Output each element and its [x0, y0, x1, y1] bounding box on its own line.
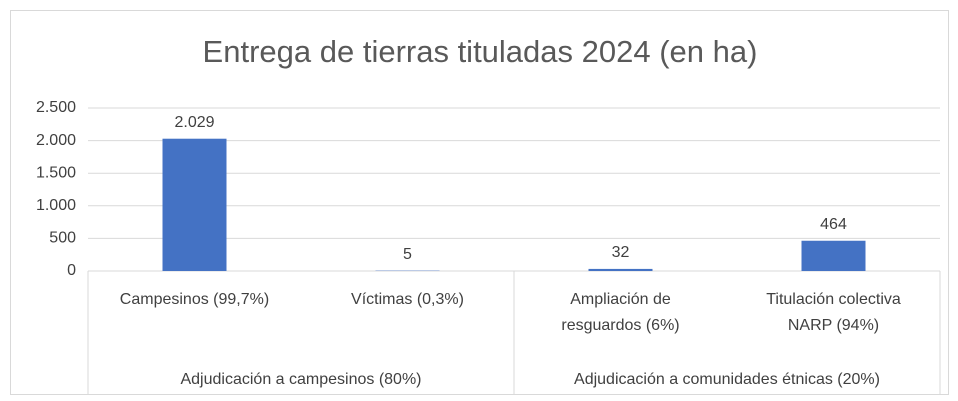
x-tick-label: Ampliación de resguardos (6%) — [561, 291, 680, 334]
y-tick-label: 1.000 — [36, 197, 76, 214]
y-tick-label: 2.000 — [36, 132, 76, 149]
y-tick-label: 0 — [67, 262, 76, 279]
data-label: 5 — [403, 246, 412, 263]
data-label: 464 — [820, 216, 847, 233]
bar — [801, 240, 866, 271]
x-tick-label: Víctimas (0,3%) — [351, 291, 464, 308]
data-label: 2.029 — [174, 114, 214, 131]
group-label: Adjudicación a comunidades étnicas (20%) — [574, 371, 880, 388]
y-tick-label: 1.500 — [36, 164, 76, 181]
chart-title: Entrega de tierras tituladas 2024 (en ha… — [203, 34, 758, 69]
x-tick-label: Titulación colectiva NARP (94%) — [766, 291, 901, 334]
group-label: Adjudicación a campesinos (80%) — [180, 371, 422, 388]
bar — [588, 268, 653, 271]
y-tick-label: 2.500 — [36, 99, 76, 116]
x-tick-label: Campesinos (99,7%) — [119, 291, 270, 308]
data-label: 32 — [612, 244, 630, 261]
y-tick-label: 500 — [49, 230, 76, 247]
bar — [162, 138, 227, 271]
